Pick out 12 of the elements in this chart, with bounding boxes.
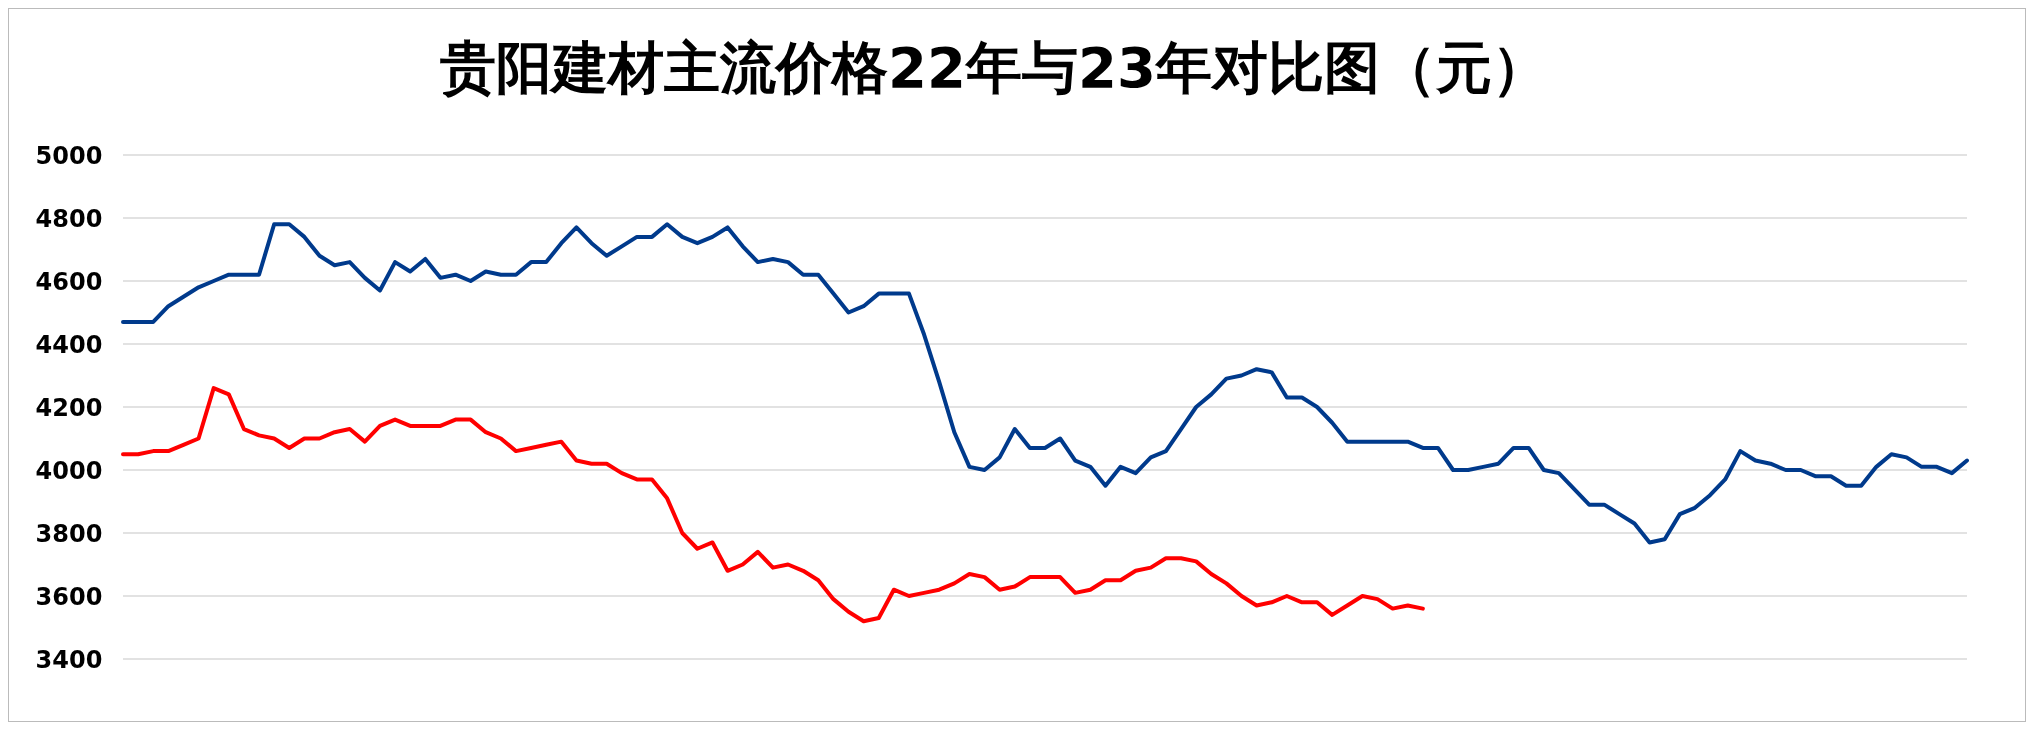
y-tick-label: 4800 [35,204,103,233]
line-series [121,222,1969,545]
y-tick-label: 4400 [35,330,103,359]
y-tick-label: 3400 [35,645,103,674]
y-tick-label: 4200 [35,393,103,422]
chart-title: 贵阳建材主流价格22年与23年对比图（元） [439,34,1549,102]
line-series [121,386,1425,624]
y-tick-label: 5000 [35,141,103,170]
y-tick-label: 3600 [35,582,103,611]
y-tick-label: 4000 [35,456,103,485]
y-tick-label: 4600 [35,267,103,296]
y-tick-label: 3800 [35,519,103,548]
